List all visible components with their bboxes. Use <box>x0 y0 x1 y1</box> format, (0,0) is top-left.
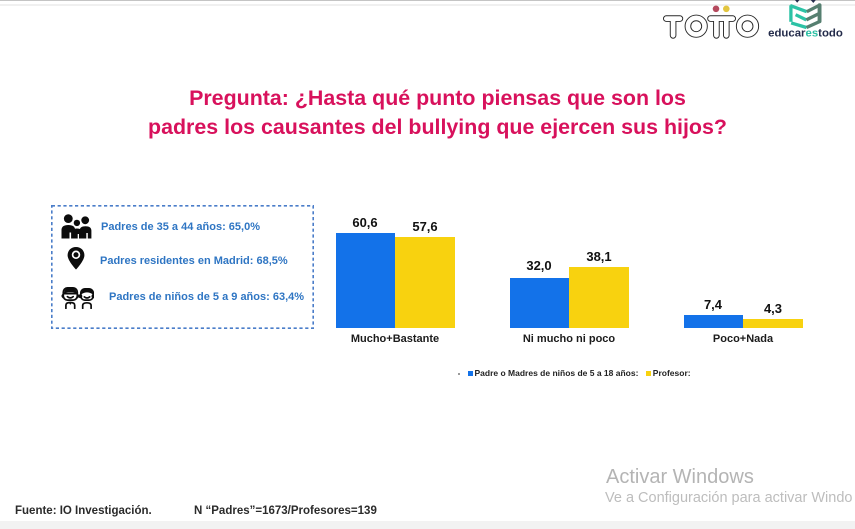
svg-text:educarestodo: educarestodo <box>768 28 843 40</box>
